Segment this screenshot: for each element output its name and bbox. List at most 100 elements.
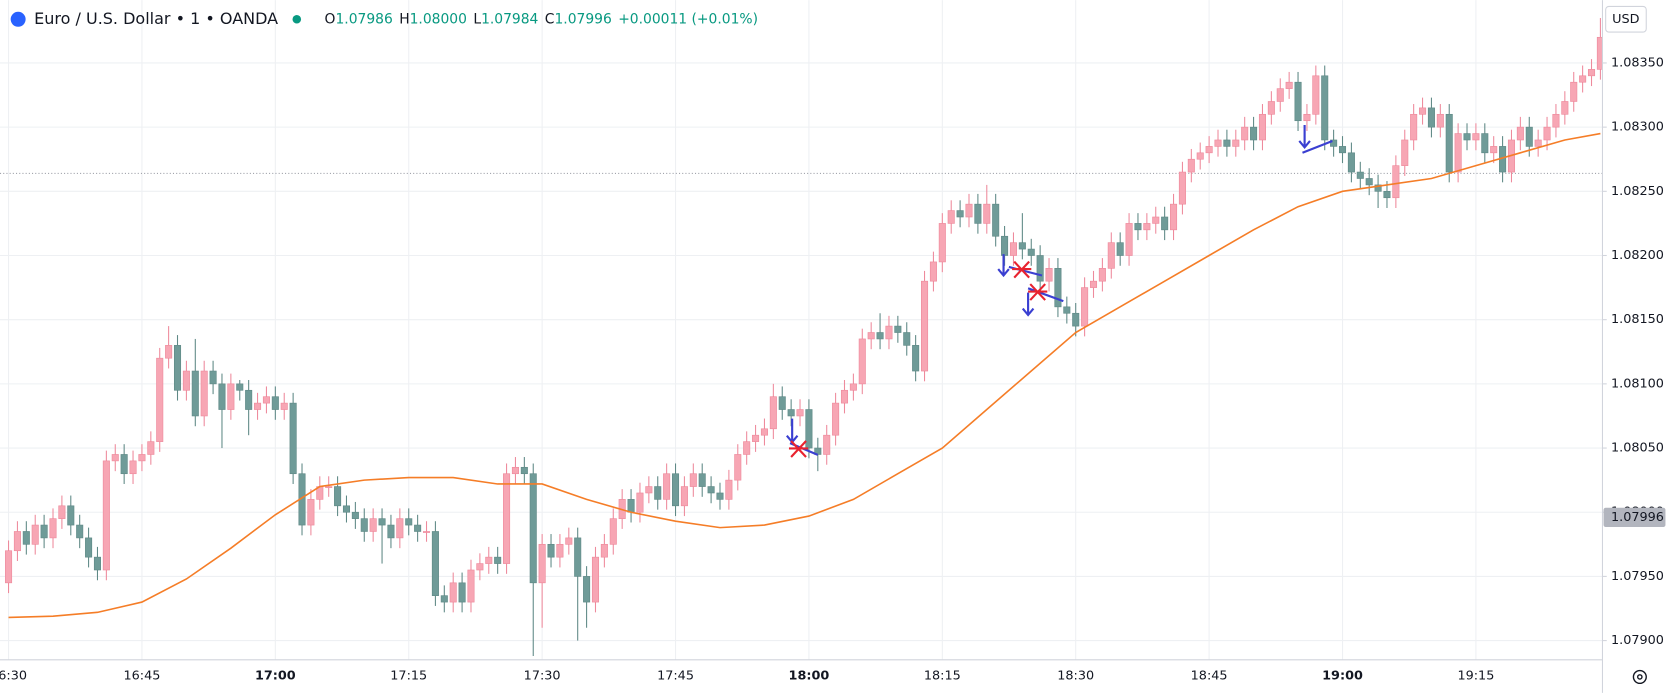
candle-body — [1009, 242, 1017, 256]
candle-body — [1312, 75, 1320, 115]
candle-body — [1454, 133, 1462, 173]
candle-body — [1232, 139, 1240, 147]
candle-body — [503, 473, 511, 564]
candle-body — [342, 505, 351, 513]
candle-body — [1410, 113, 1418, 141]
candle-body — [858, 338, 866, 385]
candle-body — [1018, 242, 1026, 250]
candle-body — [236, 383, 244, 391]
candle-body — [129, 460, 137, 475]
candle-body — [1587, 69, 1596, 77]
y-tick-label: 1.07900 — [1611, 633, 1664, 648]
star — [1028, 283, 1048, 301]
candle-body — [1365, 178, 1373, 186]
candle-body — [1561, 101, 1569, 115]
candle-body — [538, 543, 546, 584]
candle-body — [1570, 81, 1578, 102]
candle-body — [1401, 139, 1409, 166]
candle-body — [387, 524, 395, 539]
gear[interactable] — [1632, 669, 1647, 685]
candle-body — [280, 402, 288, 410]
candle-body — [672, 473, 680, 507]
gear-center[interactable] — [1637, 674, 1643, 680]
star — [1012, 260, 1032, 279]
candle-body — [734, 454, 742, 481]
arrow — [1021, 292, 1035, 317]
candle-body — [262, 396, 270, 404]
candle-body — [1258, 113, 1266, 141]
candle-body — [769, 396, 777, 430]
candle-body — [1436, 113, 1444, 128]
label: C — [545, 11, 555, 27]
candle-body — [1001, 235, 1009, 256]
candle-body — [654, 486, 662, 500]
grid — [0, 0, 1603, 660]
arrow — [997, 254, 1010, 278]
star — [788, 440, 809, 458]
candle-body — [929, 261, 937, 282]
candle-body — [245, 389, 253, 410]
candle-body — [894, 325, 902, 333]
candle-body — [67, 505, 75, 526]
x-tick-label: 19:15 — [1457, 668, 1494, 683]
label: L — [473, 11, 481, 27]
candle-body — [1445, 113, 1453, 173]
arrow — [786, 418, 799, 444]
candle-body — [200, 370, 208, 417]
candle-body — [1383, 191, 1391, 199]
candle-body — [627, 499, 635, 513]
candle-body — [431, 531, 439, 596]
candle-body — [1027, 248, 1035, 256]
candle-body — [556, 543, 564, 558]
candle-body — [1392, 165, 1400, 199]
market-status — [292, 15, 302, 24]
last-price-label: 1.07996 — [1611, 510, 1664, 525]
candle-body — [369, 518, 377, 532]
candle-body — [58, 505, 66, 519]
candle-body — [494, 556, 502, 564]
candle-body — [1072, 312, 1080, 327]
candle-body — [218, 383, 226, 410]
candle-body — [965, 203, 973, 218]
candle-body — [840, 389, 849, 404]
last-price-box — [1603, 507, 1666, 527]
candle-body — [22, 531, 30, 545]
candle-body — [974, 203, 982, 224]
candle-body — [1098, 268, 1106, 282]
label: O — [325, 11, 336, 27]
y-tick-label: 1.08150 — [1611, 312, 1664, 327]
x-tick-label: 16:45 — [123, 668, 160, 683]
ohlc: O1.07986 H1.08000 L1.07984 C1.07996 +0.00011… — [325, 11, 758, 27]
candle-body — [876, 332, 884, 340]
candle-body — [1321, 75, 1329, 141]
x-tick-label: 17:45 — [657, 668, 694, 683]
candle-body — [1187, 158, 1195, 173]
label: H — [399, 11, 409, 27]
candle-body — [823, 434, 831, 455]
candle-body — [1214, 139, 1222, 147]
candle-body — [1116, 242, 1124, 256]
symbol-title: Euro / U.S. Dollar • 1 • OANDA — [34, 9, 278, 28]
candle-body — [1481, 133, 1489, 154]
candle-body — [583, 576, 591, 603]
symbol-icon — [10, 11, 26, 27]
candle-body — [405, 518, 413, 526]
change: +0.00011 (+0.01%) — [618, 11, 758, 27]
candle-body — [716, 492, 724, 500]
candle-body — [1419, 107, 1427, 115]
candle-body — [1285, 81, 1293, 89]
candle-body — [1294, 81, 1302, 122]
candle-body — [1054, 268, 1062, 308]
candle-body — [396, 518, 404, 539]
plot — [0, 18, 1604, 656]
x-tick-label: 18:45 — [1191, 668, 1228, 683]
candle-body — [698, 473, 706, 487]
candle-body — [467, 569, 475, 603]
settings-icon[interactable] — [1632, 669, 1647, 685]
value: 1.07984 — [481, 11, 538, 27]
y-tick-label: 1.08050 — [1611, 441, 1664, 456]
candle-body — [832, 402, 840, 436]
currency-button[interactable] — [1605, 5, 1647, 33]
candle-body — [547, 543, 555, 558]
candle-body — [956, 210, 964, 218]
